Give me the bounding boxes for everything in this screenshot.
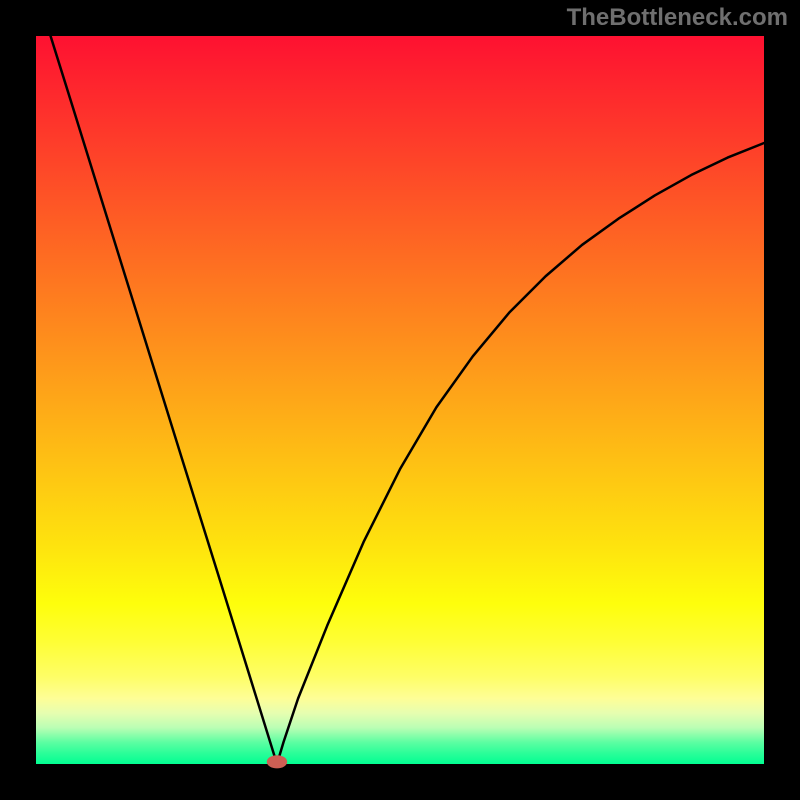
plot-background [36, 36, 764, 764]
watermark-text: TheBottleneck.com [567, 4, 788, 32]
chart-container: TheBottleneck.com [0, 0, 800, 800]
chart-svg [0, 0, 800, 800]
optimum-marker [267, 755, 287, 768]
